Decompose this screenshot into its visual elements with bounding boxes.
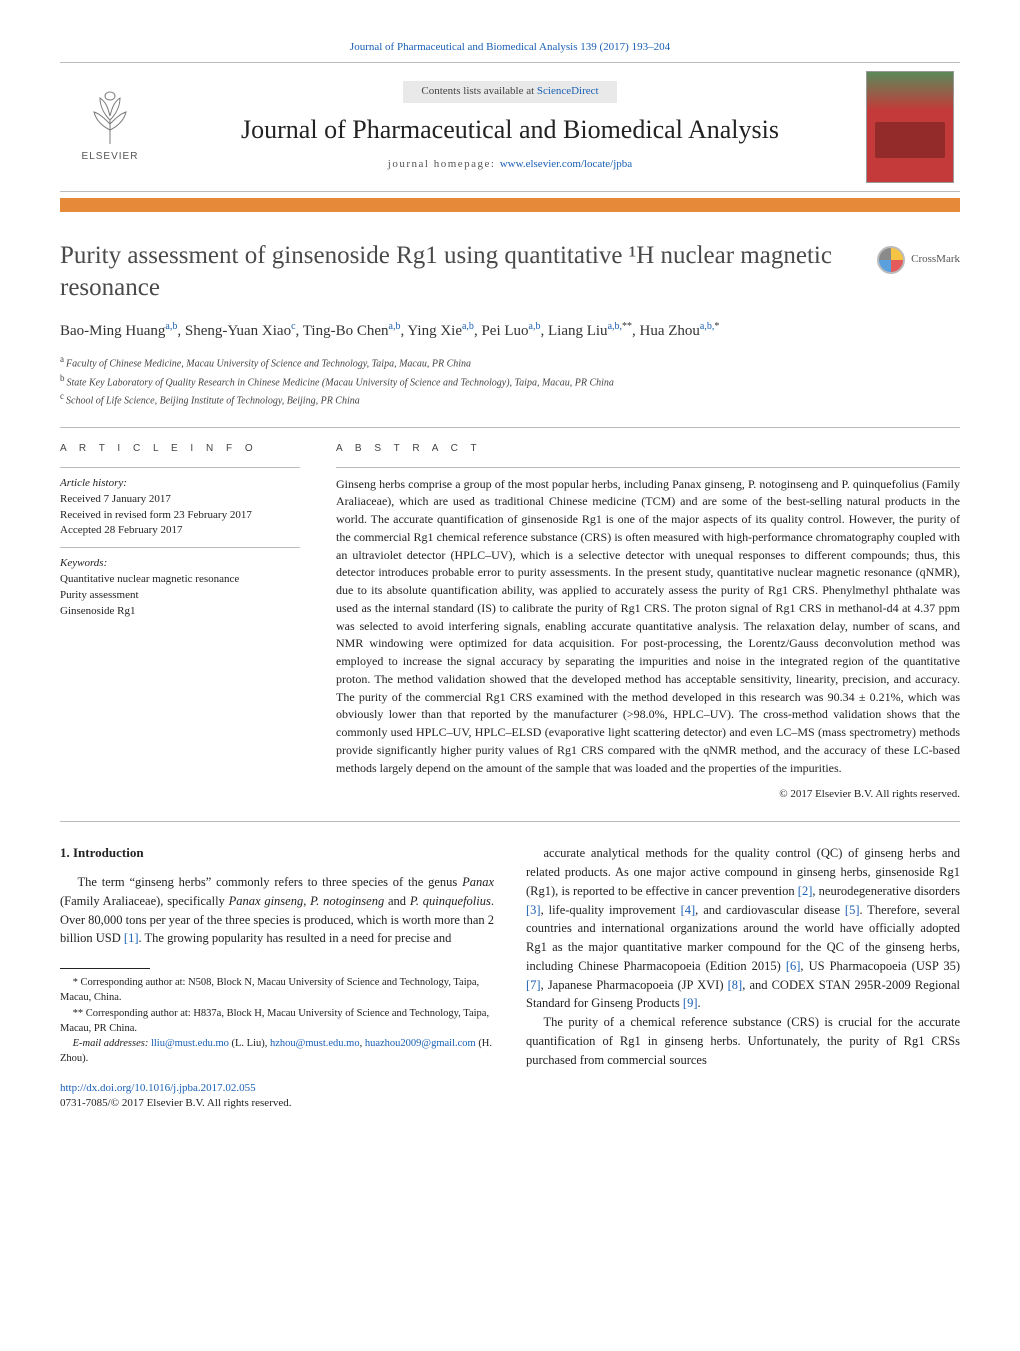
body-para-3: The purity of a chemical reference subst… <box>526 1013 960 1069</box>
affiliations: aFaculty of Chinese Medicine, Macau Univ… <box>60 353 960 409</box>
homepage-line: journal homepage: www.elsevier.com/locat… <box>388 157 632 173</box>
journal-cover <box>860 63 960 191</box>
keyword-3: Ginsenoside Rg1 <box>60 604 300 620</box>
page: Journal of Pharmaceutical and Biomedical… <box>0 0 1020 1142</box>
ref-link[interactable]: [7] <box>526 978 541 992</box>
crossmark-badge[interactable]: CrossMark <box>877 246 960 274</box>
affil-c: School of Life Science, Beijing Institut… <box>66 396 360 407</box>
ref-link[interactable]: [4] <box>681 903 696 917</box>
footnote-rule <box>60 968 150 969</box>
sciencedirect-link[interactable]: ScienceDirect <box>537 85 599 97</box>
history-received: Received 7 January 2017 <box>60 492 300 508</box>
ref-link[interactable]: [6] <box>786 959 801 973</box>
doi-block: http://dx.doi.org/10.1016/j.jpba.2017.02… <box>60 1081 494 1113</box>
title-row: Purity assessment of ginsenoside Rg1 usi… <box>60 240 960 304</box>
body-columns: 1. Introduction The term “ginseng herbs”… <box>60 844 960 1112</box>
abstract-copyright: © 2017 Elsevier B.V. All rights reserved… <box>336 787 960 803</box>
ref-link[interactable]: [2] <box>798 884 813 898</box>
homepage-label: journal homepage: <box>388 158 500 170</box>
abstract-text: Ginseng herbs comprise a group of the mo… <box>336 476 960 778</box>
keywords-label: Keywords: <box>60 556 300 572</box>
history-revised: Received in revised form 23 February 201… <box>60 508 300 524</box>
history-label: Article history: <box>60 476 300 492</box>
keyword-2: Purity assessment <box>60 588 300 604</box>
ref-link[interactable]: [8] <box>728 978 743 992</box>
corresponding-1: * Corresponding author at: N508, Block N… <box>60 975 494 1005</box>
keyword-1: Quantitative nuclear magnetic resonance <box>60 572 300 588</box>
body-para-1: The term “ginseng herbs” commonly refers… <box>60 873 494 948</box>
journal-cover-image <box>866 71 954 183</box>
citation-line: Journal of Pharmaceutical and Biomedical… <box>60 40 960 56</box>
issn-line: 0731-7085/© 2017 Elsevier B.V. All right… <box>60 1096 494 1112</box>
homepage-url-link[interactable]: www.elsevier.com/locate/jpba <box>500 158 632 170</box>
body-para-2: accurate analytical methods for the qual… <box>526 844 960 1013</box>
rule <box>60 547 300 548</box>
authors-list: Bao-Ming Huanga,b, Sheng-Yuan Xiaoc, Tin… <box>60 320 960 343</box>
crossmark-icon <box>877 246 905 274</box>
citation-link[interactable]: Journal of Pharmaceutical and Biomedical… <box>350 41 670 53</box>
masthead-center: Contents lists available at ScienceDirec… <box>160 63 860 191</box>
email-line: E-mail addresses: lliu@must.edu.mo (L. L… <box>60 1036 494 1066</box>
section-title: Introduction <box>73 845 144 860</box>
article-info-col: A R T I C L E I N F O Article history: R… <box>60 442 300 803</box>
publisher-brand: ELSEVIER <box>82 150 139 165</box>
abstract-col: A B S T R A C T Ginseng herbs comprise a… <box>336 442 960 803</box>
section-number: 1. <box>60 845 70 860</box>
footnotes: * Corresponding author at: N508, Block N… <box>60 975 494 1066</box>
affil-b: State Key Laboratory of Quality Research… <box>67 377 614 388</box>
ref-link[interactable]: [1] <box>124 931 139 945</box>
rule <box>60 467 300 468</box>
email-link-3[interactable]: huazhou2009@gmail.com <box>365 1038 476 1049</box>
rule <box>336 467 960 468</box>
article-info-heading: A R T I C L E I N F O <box>60 442 300 457</box>
contents-prefix: Contents lists available at <box>421 85 536 97</box>
email-link-1[interactable]: lliu@must.edu.mo <box>151 1038 229 1049</box>
accent-bar <box>60 198 960 212</box>
rule <box>60 821 960 822</box>
publisher-logo: ELSEVIER <box>60 63 160 191</box>
email-link-2[interactable]: hzhou@must.edu.mo <box>270 1038 360 1049</box>
doi-link[interactable]: http://dx.doi.org/10.1016/j.jpba.2017.02… <box>60 1082 256 1094</box>
section-heading: 1. Introduction <box>60 844 494 863</box>
abstract-heading: A B S T R A C T <box>336 442 960 457</box>
article-title: Purity assessment of ginsenoside Rg1 usi… <box>60 240 859 304</box>
crossmark-label: CrossMark <box>911 252 960 268</box>
masthead: ELSEVIER Contents lists available at Sci… <box>60 62 960 192</box>
ref-link[interactable]: [9] <box>683 996 698 1010</box>
elsevier-tree-icon <box>82 90 138 146</box>
rule <box>60 427 960 428</box>
journal-name: Journal of Pharmaceutical and Biomedical… <box>241 111 779 149</box>
email-label: E-mail addresses: <box>73 1038 149 1049</box>
corresponding-2: ** Corresponding author at: H837a, Block… <box>60 1006 494 1036</box>
ref-link[interactable]: [5] <box>845 903 860 917</box>
info-abstract-row: A R T I C L E I N F O Article history: R… <box>60 442 960 803</box>
ref-link[interactable]: [3] <box>526 903 541 917</box>
history-accepted: Accepted 28 February 2017 <box>60 523 300 539</box>
contents-bar: Contents lists available at ScienceDirec… <box>403 81 616 103</box>
affil-a: Faculty of Chinese Medicine, Macau Unive… <box>66 358 471 369</box>
